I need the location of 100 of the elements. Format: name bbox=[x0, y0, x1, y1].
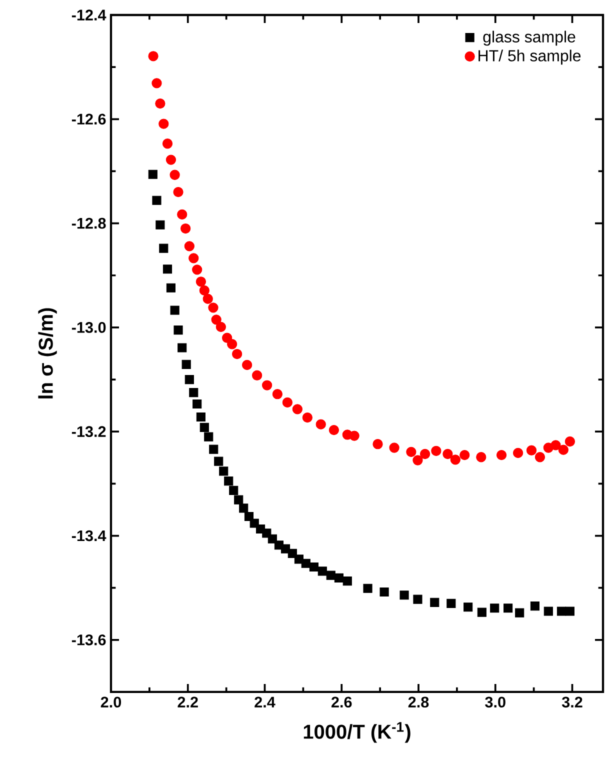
point bbox=[158, 118, 169, 129]
point bbox=[564, 436, 576, 447]
point bbox=[182, 360, 191, 369]
point bbox=[229, 486, 238, 495]
point bbox=[162, 138, 173, 149]
point bbox=[316, 419, 326, 430]
point bbox=[342, 576, 352, 586]
point bbox=[166, 154, 176, 165]
point bbox=[148, 51, 158, 62]
point bbox=[301, 558, 310, 568]
point bbox=[380, 587, 389, 597]
point bbox=[477, 608, 486, 617]
point bbox=[173, 186, 184, 198]
y-axis-title: ln σ (S/m) bbox=[38, 308, 57, 398]
point bbox=[199, 285, 210, 296]
point bbox=[515, 608, 524, 618]
point bbox=[430, 598, 440, 607]
point bbox=[224, 476, 234, 486]
point bbox=[184, 241, 194, 252]
point bbox=[400, 590, 409, 600]
point bbox=[174, 326, 183, 335]
point bbox=[526, 445, 537, 456]
point bbox=[152, 196, 162, 205]
point bbox=[450, 454, 460, 465]
point bbox=[166, 283, 176, 292]
point bbox=[204, 432, 214, 442]
point bbox=[188, 253, 199, 264]
point bbox=[292, 404, 302, 414]
point bbox=[326, 570, 336, 580]
point bbox=[496, 450, 507, 460]
point bbox=[227, 339, 238, 350]
point bbox=[189, 388, 198, 398]
point bbox=[262, 380, 272, 390]
point bbox=[239, 504, 248, 513]
point bbox=[534, 452, 546, 462]
point bbox=[556, 606, 566, 616]
x-tick-label: 2.8 bbox=[408, 696, 429, 708]
y-tick-label: -12.6 bbox=[72, 114, 106, 125]
point bbox=[268, 534, 277, 544]
point bbox=[558, 444, 568, 455]
point bbox=[208, 302, 218, 313]
point bbox=[550, 440, 561, 450]
point bbox=[442, 448, 453, 460]
point bbox=[196, 412, 206, 422]
y-tick-label: -12.4 bbox=[72, 10, 106, 20]
point bbox=[431, 446, 442, 456]
point bbox=[512, 448, 524, 458]
point bbox=[214, 456, 224, 466]
y-tick-label: -12.8 bbox=[72, 218, 106, 229]
point bbox=[170, 170, 180, 180]
point bbox=[211, 314, 222, 325]
point bbox=[446, 598, 456, 608]
point bbox=[363, 584, 372, 593]
x-tick-label: 2.0 bbox=[100, 696, 122, 708]
point bbox=[192, 264, 202, 275]
point bbox=[170, 306, 180, 315]
y-tick-label: -13.4 bbox=[72, 530, 106, 542]
point bbox=[209, 444, 218, 454]
point bbox=[406, 446, 416, 457]
point bbox=[177, 209, 188, 220]
point bbox=[234, 495, 244, 504]
legend-label: HT/ 5h sample bbox=[478, 50, 581, 65]
x-tick-label: 2.2 bbox=[178, 696, 198, 708]
point bbox=[504, 604, 513, 613]
point bbox=[242, 360, 252, 370]
point bbox=[413, 594, 422, 604]
point bbox=[302, 412, 312, 423]
y-tick-label: -13.2 bbox=[72, 426, 106, 438]
x-axis-title: 1000/T (K$^{-1}$) bbox=[304, 722, 410, 743]
point bbox=[412, 455, 423, 466]
point bbox=[216, 322, 226, 332]
point bbox=[282, 397, 292, 408]
point bbox=[232, 348, 242, 360]
point bbox=[252, 370, 262, 380]
point bbox=[372, 439, 383, 450]
point bbox=[460, 450, 470, 460]
point bbox=[180, 223, 191, 234]
y-tick-label: -13.0 bbox=[72, 322, 106, 333]
point bbox=[196, 276, 206, 287]
point bbox=[328, 424, 340, 436]
x-tick-label: 3.0 bbox=[485, 696, 506, 708]
point bbox=[272, 389, 282, 400]
point bbox=[530, 602, 540, 611]
point bbox=[148, 170, 158, 179]
point bbox=[389, 442, 400, 453]
point bbox=[184, 374, 194, 384]
point bbox=[159, 244, 168, 253]
x-tick-label: 3.2 bbox=[562, 696, 582, 708]
y-tick-label: -13.6 bbox=[72, 634, 106, 646]
point bbox=[565, 606, 574, 616]
point bbox=[192, 399, 202, 409]
point bbox=[464, 602, 473, 612]
point bbox=[202, 294, 213, 304]
point bbox=[309, 562, 318, 572]
point bbox=[334, 573, 344, 582]
point bbox=[420, 448, 430, 460]
point bbox=[162, 264, 172, 274]
x-tick-label: 2.4 bbox=[254, 696, 276, 708]
point bbox=[219, 466, 228, 476]
x-tick-label: 2.6 bbox=[331, 696, 352, 708]
